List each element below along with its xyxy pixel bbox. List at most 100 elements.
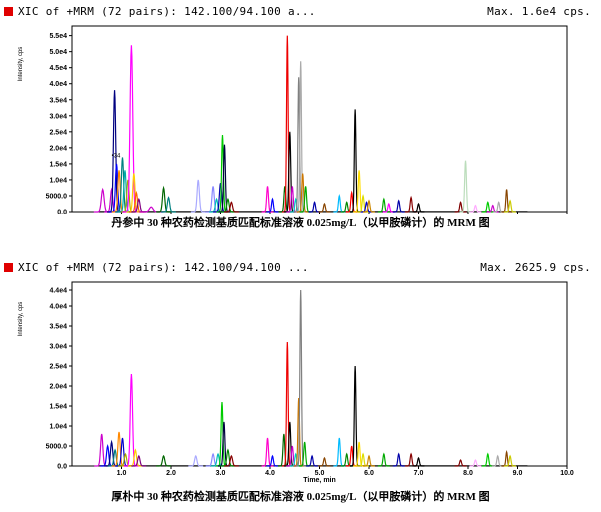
chromatogram-peak: [220, 448, 236, 467]
y-tick-label: 5.0e4: [49, 49, 67, 56]
chromatogram-peak: [412, 202, 425, 213]
chromatogram-peak: [377, 197, 390, 213]
chromatogram-peak: [122, 45, 141, 213]
chromatogram-peak: [481, 201, 494, 213]
chromatogram-peak: [123, 373, 139, 467]
x-axis-label: Time, min: [303, 477, 336, 484]
chromatogram-peak: [127, 448, 143, 467]
chart-header: XIC of +MRM (72 pairs): 142.100/94.100 a…: [4, 4, 597, 20]
chromatogram-peak: [161, 196, 176, 213]
chromatogram-peak: [469, 459, 482, 467]
y-tick-label: 5.5e4: [49, 33, 67, 40]
chromatogram-peak: [363, 199, 375, 213]
y-tick-label: 0.0: [57, 464, 67, 471]
chromatogram-peak: [392, 199, 405, 213]
y-tick-label: 2.5e4: [49, 129, 67, 136]
chromatogram-peak: [504, 199, 517, 213]
chromatogram-peak: [318, 202, 331, 213]
chart-header: XIC of +MRM (72 pairs): 142.100/94.100 .…: [4, 260, 597, 276]
y-tick-label: 4.5e4: [49, 65, 67, 72]
chromatogram-peak: [188, 454, 204, 467]
chromatogram-peak: [491, 454, 504, 467]
y-tick-label: 3.5e4: [49, 97, 67, 104]
chromatogram-panel-bottom: XIC of +MRM (72 pairs): 142.100/94.100 .…: [0, 256, 601, 512]
x-tick-label: 2.0: [166, 470, 176, 477]
chromatogram-peak: [454, 459, 467, 467]
y-tick-label: 3.0e4: [49, 113, 67, 120]
chromatogram-peak: [333, 193, 346, 213]
mrm-chromatogram-chart: 0.0 5000.0 1.0e4 1.5e4 2.0e4 2.5e4 3.0e4 3.5e4 4…: [18, 281, 574, 484]
plot-frame: [71, 281, 568, 467]
max-intensity-label: Max. 1.6e4 cps.: [487, 5, 591, 18]
y-tick-label: 2.0e4: [49, 145, 67, 152]
chromatogram-peak: [190, 179, 206, 213]
x-tick-label: 8.0: [463, 470, 473, 477]
chromatogram-peak: [333, 437, 346, 467]
x-tick-label: 5.0: [315, 470, 325, 477]
y-tick-label: 3.0e4: [49, 344, 67, 351]
chromatogram-peak: [223, 454, 239, 467]
trace-color-swatch: [4, 7, 13, 16]
chromatogram-panel-top: XIC of +MRM (72 pairs): 142.100/94.100 a…: [4, 4, 597, 229]
chromatogram-peak: [306, 454, 319, 467]
y-tick-label: 4.4e4: [49, 288, 67, 295]
peak-annotation: •34: [112, 153, 121, 159]
y-tick-label: 1.5e4: [49, 161, 67, 168]
chromatogram-peak: [405, 452, 418, 467]
chromatogram-peak: [405, 195, 418, 213]
chromatogram-peak: [504, 454, 517, 467]
plot-frame: [71, 25, 568, 213]
x-tick-label: 7.0: [414, 470, 424, 477]
chromatogram-peak: [412, 456, 425, 467]
chromatogram-peak: [261, 186, 274, 213]
chromatogram-peak: [459, 160, 472, 213]
y-tick-label: 2.0e4: [49, 384, 67, 391]
chromatogram-peak: [501, 450, 512, 467]
chromatogram-peak: [266, 197, 279, 213]
chromatogram-peak: [156, 454, 171, 467]
y-tick-label: 5000.0: [46, 193, 68, 200]
chromatogram-traces: [94, 289, 517, 467]
x-tick-label: 3.0: [216, 470, 226, 477]
y-tick-label: 3.5e4: [49, 324, 67, 331]
max-intensity-label: Max. 2625.9 cps.: [480, 261, 591, 274]
chromatogram-peak: [318, 456, 331, 467]
y-axis-label: Intensity, cps: [18, 302, 24, 337]
chart-title: XIC of +MRM (72 pairs): 142.100/94.100 a…: [18, 5, 316, 18]
y-tick-label: 1.5e4: [49, 404, 67, 411]
y-tick-label: 5000.0: [46, 444, 68, 451]
chromatogram-peak: [360, 201, 373, 213]
chromatogram-peak: [296, 173, 309, 213]
chromatogram-peak: [353, 170, 366, 213]
chromatogram-peak: [131, 454, 147, 467]
chromatogram-peak: [392, 452, 405, 467]
figure-caption: 厚朴中 30 种农药检测基质匹配标准溶液 0.025mg/L（以甲胺磷计）的 M…: [111, 491, 490, 503]
x-tick-label: 6.0: [364, 470, 374, 477]
trace-color-swatch: [4, 263, 13, 272]
chromatogram-peak: [469, 204, 482, 213]
chromatogram-peak: [156, 185, 171, 213]
chromatogram-peak: [295, 289, 306, 467]
chart-title: XIC of +MRM (72 pairs): 142.100/94.100 .…: [18, 261, 309, 274]
chromatogram-traces: [93, 35, 517, 213]
chromatogram-peak: [481, 452, 494, 467]
chromatogram-peak: [345, 190, 358, 213]
y-tick-label: 0.0: [57, 210, 67, 215]
y-tick-label: 4.0e4: [49, 81, 67, 88]
figure-caption: 丹参中 30 种农药检测基质匹配标准溶液 0.025mg/L（以甲胺磷计）的 M…: [111, 217, 490, 229]
chromatogram-peak: [261, 437, 274, 467]
chromatogram-peak: [501, 189, 512, 213]
chromatogram-peak: [363, 454, 375, 467]
chromatogram-peak: [454, 201, 467, 213]
x-tick-label: 1.0: [117, 470, 127, 477]
chromatogram-peak: [266, 454, 279, 467]
mrm-chromatogram-chart: 0.0 5000.0 1.0e4 1.5e4 2.0e4 2.5e4 3.0e4 3.5e4 4…: [18, 25, 568, 215]
y-tick-label: 2.5e4: [49, 364, 67, 371]
chromatogram-peak: [220, 197, 236, 213]
y-tick-label: 4.0e4: [49, 304, 67, 311]
y-tick-label: 1.0e4: [49, 424, 67, 431]
chromatogram-peak: [308, 201, 321, 213]
y-tick-label: 1.0e4: [49, 177, 67, 184]
x-tick-label: 4.0: [265, 470, 275, 477]
y-axis-label: Intensity, cps: [18, 47, 24, 82]
